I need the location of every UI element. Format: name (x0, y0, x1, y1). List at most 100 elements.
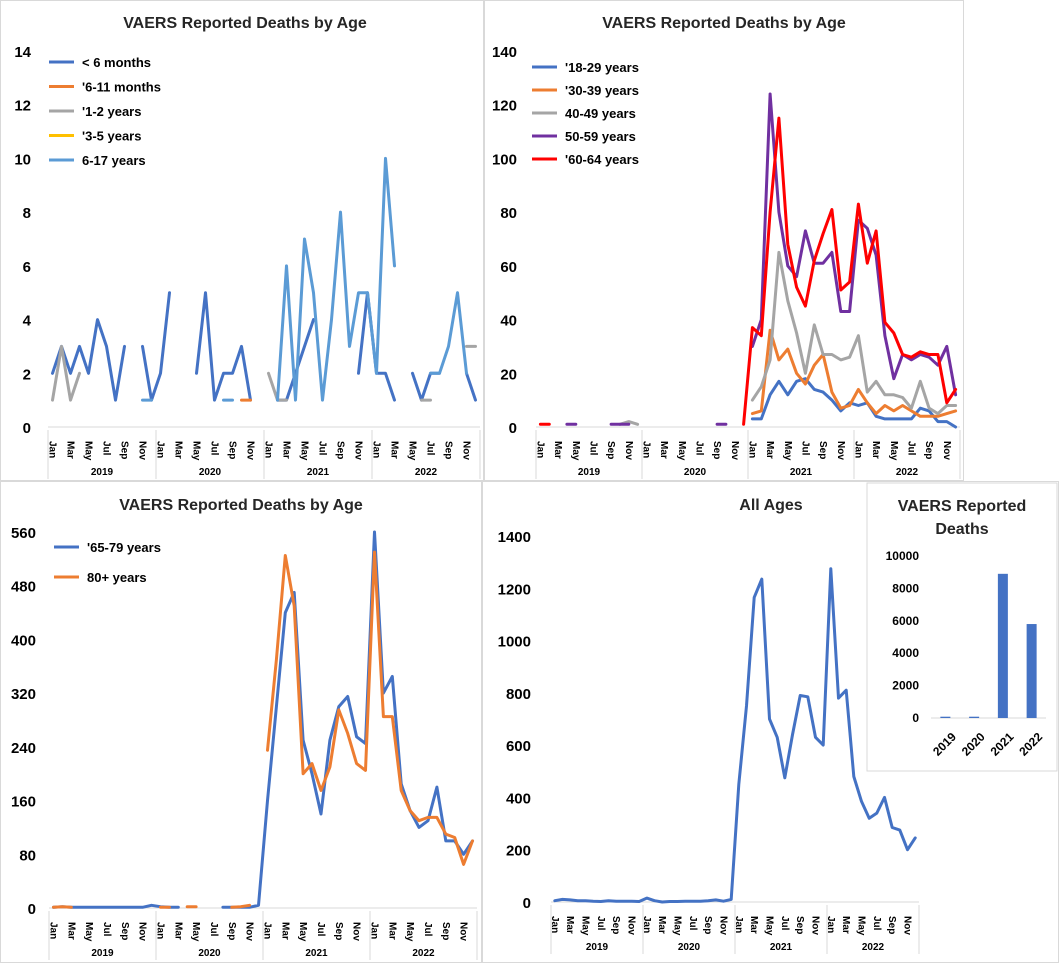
legend-label: '18-29 years (565, 60, 639, 75)
month-tick-label: May (404, 922, 415, 942)
legend-label: '60-64 years (565, 152, 639, 167)
y-tick-label: 1000 (498, 634, 531, 651)
month-tick-label: Sep (711, 441, 722, 459)
month-tick-label: Jul (799, 441, 810, 456)
year-label: 2021 (305, 948, 328, 959)
month-tick-label: Nov (626, 916, 637, 935)
series-line-6-months (51, 291, 477, 402)
y-tick-label: 0 (523, 895, 531, 912)
month-tick-label: May (570, 441, 581, 461)
month-tick-label: Nov (351, 922, 362, 941)
month-tick-label: Sep (227, 441, 238, 459)
y-tick-label: 560 (11, 525, 36, 542)
series-line-total (553, 567, 917, 904)
year-label: 2021 (770, 942, 793, 953)
chart-title: VAERS Reported Deaths by Age (119, 497, 363, 514)
month-tick-label: Jan (371, 441, 382, 458)
month-tick-label: May (856, 916, 867, 936)
y-tick-label: 60 (500, 259, 517, 276)
month-tick-label: May (764, 916, 775, 936)
year-label: 2022 (415, 467, 438, 478)
month-tick-label: Jan (368, 922, 379, 939)
month-tick-label: Nov (902, 916, 913, 935)
month-tick-label: Jul (693, 441, 704, 456)
month-tick-label: Jan (263, 441, 274, 458)
y-tick-label: 800 (506, 686, 531, 703)
legend-label: 40-49 years (565, 106, 636, 121)
legend-label: '30-39 years (565, 83, 639, 98)
y-tick-label: 1200 (498, 581, 531, 598)
inset-y-tick-label: 2000 (892, 679, 919, 693)
y-tick-label: 8 (23, 205, 31, 222)
month-tick-label: Mar (279, 922, 290, 940)
month-tick-label: Sep (923, 441, 934, 459)
month-tick-label: Jul (422, 922, 433, 937)
year-label: 2022 (862, 942, 885, 953)
inset-y-tick-label: 8000 (892, 581, 919, 595)
y-tick-label: 100 (492, 151, 517, 168)
month-tick-label: Mar (172, 922, 183, 940)
y-tick-label: 80 (500, 205, 517, 222)
legend-label: 80+ years (87, 570, 147, 585)
inset-bar (969, 716, 980, 718)
month-tick-label: Mar (281, 441, 292, 459)
month-tick-label: Mar (748, 916, 759, 934)
month-tick-label: Mar (564, 916, 575, 934)
month-tick-label: Sep (333, 922, 344, 940)
y-tick-label: 12 (14, 98, 31, 115)
month-tick-label: May (888, 441, 899, 461)
month-tick-label: Jan (640, 441, 651, 458)
month-tick-label: Jan (154, 922, 165, 939)
month-tick-label: Nov (458, 922, 469, 941)
month-tick-label: Jul (209, 441, 220, 456)
month-tick-label: Nov (244, 922, 255, 941)
y-tick-label: 160 (11, 794, 36, 811)
month-tick-label: Jan (261, 922, 272, 939)
month-tick-label: May (83, 922, 94, 942)
year-label: 2021 (307, 467, 330, 478)
inset-y-tick-label: 0 (912, 711, 919, 725)
inset-y-tick-label: 4000 (892, 646, 919, 660)
legend-label: < 6 months (82, 55, 151, 70)
month-tick-label: Mar (65, 922, 76, 940)
month-tick-label: May (299, 441, 310, 461)
series-line-30-39-years (750, 328, 958, 418)
y-tick-label: 6 (23, 259, 31, 276)
month-tick-label: Nov (718, 916, 729, 935)
month-tick-label: Nov (729, 441, 740, 460)
chart-panel-2: VAERS Reported Deaths by Age 0 20 40 60 80 100… (484, 0, 964, 481)
legend-label: '1-2 years (82, 104, 141, 119)
chart-title: VAERS Reported Deaths by Age (602, 15, 846, 32)
year-label: 2022 (412, 948, 435, 959)
y-tick-label: 480 (11, 579, 36, 596)
month-tick-label: Sep (817, 441, 828, 459)
month-tick-label: Mar (65, 441, 76, 459)
y-tick-label: 0 (23, 420, 31, 437)
month-tick-label: Nov (137, 441, 148, 460)
y-tick-label: 10 (14, 151, 31, 168)
month-tick-label: May (672, 916, 683, 936)
month-tick-label: Sep (443, 441, 454, 459)
month-tick-label: May (407, 441, 418, 461)
y-tick-label: 400 (506, 790, 531, 807)
month-tick-label: Mar (389, 441, 400, 459)
month-tick-label: Jul (905, 441, 916, 456)
month-tick-label: Mar (870, 441, 881, 459)
inset-frame (866, 482, 1058, 772)
legend-label: '65-79 years (87, 540, 161, 555)
y-tick-label: 320 (11, 686, 36, 703)
month-tick-label: Jan (733, 916, 744, 933)
inset-title: Deaths (935, 521, 988, 538)
month-tick-label: Sep (226, 922, 237, 940)
y-tick-label: 2 (23, 366, 31, 383)
month-tick-label: Nov (810, 916, 821, 935)
month-tick-label: Jan (534, 441, 545, 458)
month-tick-label: Jan (641, 916, 652, 933)
month-tick-label: Jul (871, 916, 882, 931)
year-label: 2020 (199, 467, 222, 478)
month-tick-label: Nov (623, 441, 634, 460)
series-line-40-49-years (618, 250, 958, 426)
year-label: 2019 (91, 948, 114, 959)
year-label: 2019 (586, 942, 609, 953)
y-tick-label: 240 (11, 740, 36, 757)
